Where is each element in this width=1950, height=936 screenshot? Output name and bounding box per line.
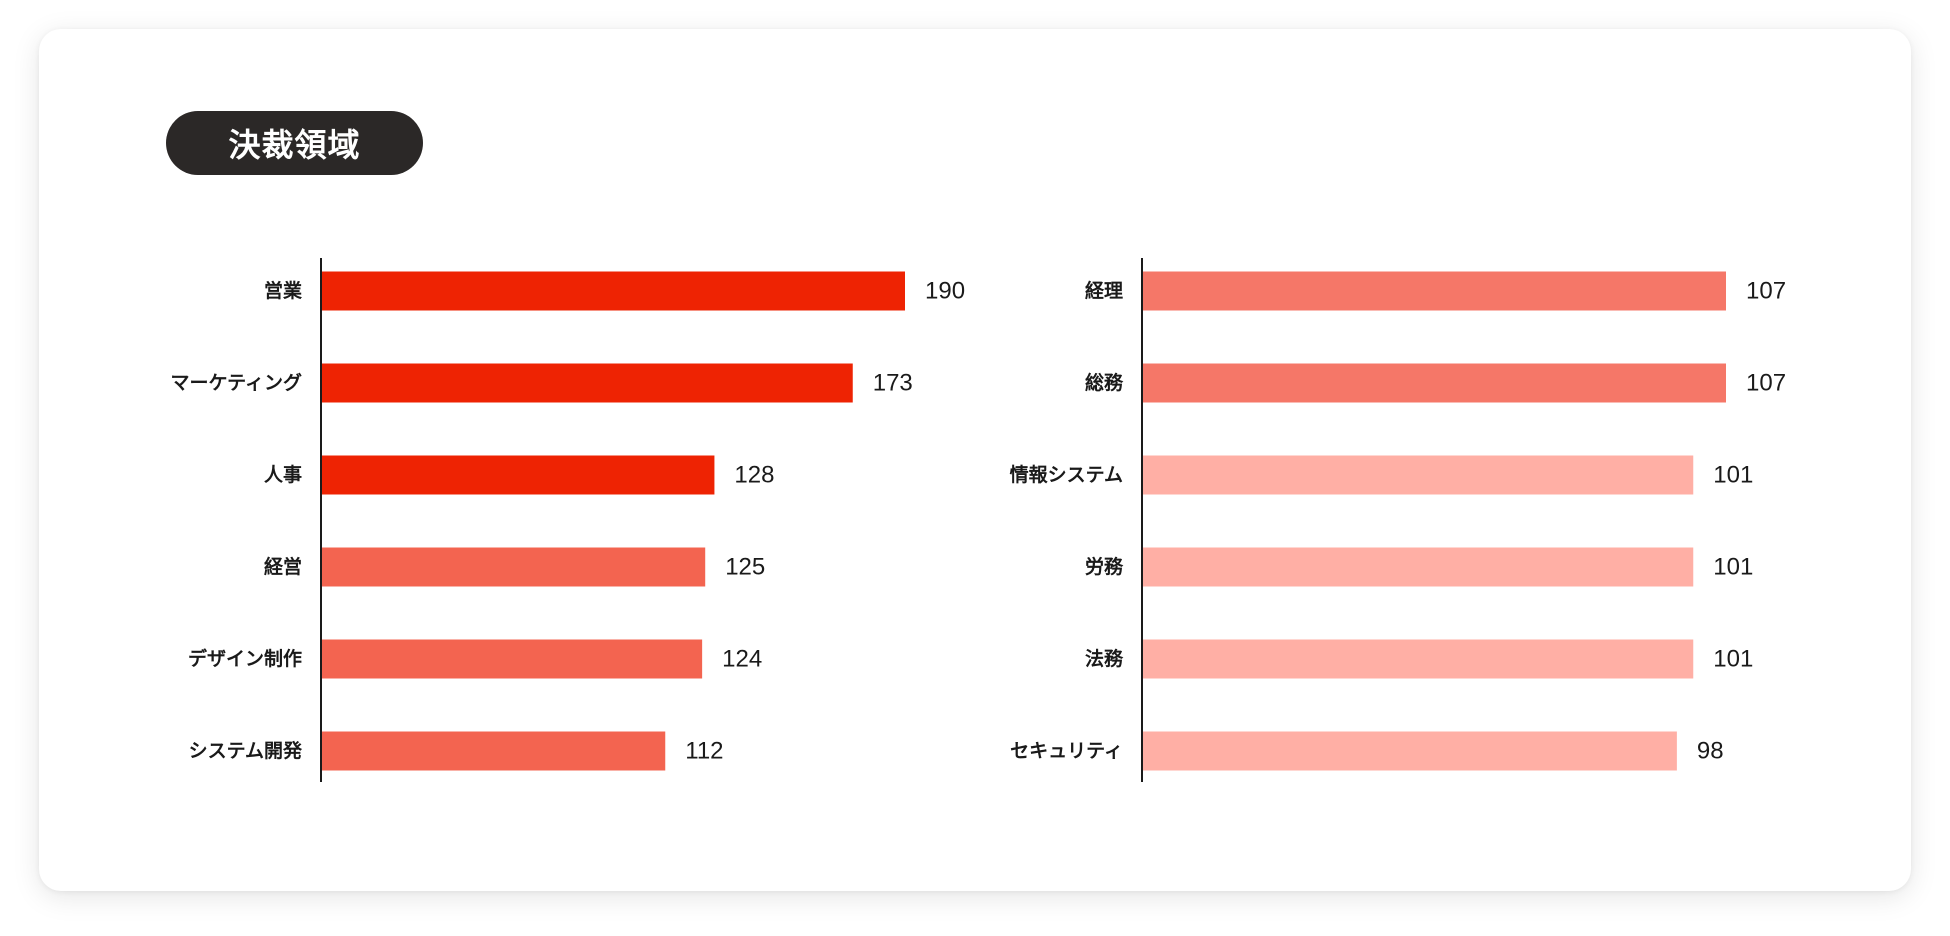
bar xyxy=(322,455,715,495)
value-label: 128 xyxy=(734,462,774,489)
bar xyxy=(322,639,703,679)
bar xyxy=(1143,271,1726,311)
category-label: 総務 xyxy=(1085,371,1124,394)
left-bar-chart: 営業 190 マーケティング 173 人事 128 経営 125 デザイン制作 124 システム開発… xyxy=(171,258,965,782)
value-label: 107 xyxy=(1746,278,1786,305)
value-label: 190 xyxy=(925,278,965,305)
bar xyxy=(322,271,905,311)
category-label: 経営 xyxy=(264,555,302,578)
bar xyxy=(1143,455,1694,495)
bar xyxy=(322,363,853,403)
category-label: 営業 xyxy=(264,279,303,302)
category-label: 法務 xyxy=(1085,647,1124,670)
category-label: デザイン制作 xyxy=(188,647,302,670)
value-label: 98 xyxy=(1697,738,1724,765)
value-label: 107 xyxy=(1746,370,1786,397)
bar xyxy=(322,731,666,771)
category-label: 経理 xyxy=(1085,279,1123,302)
category-label: 人事 xyxy=(264,463,302,486)
right-bar-chart: 経理 107 総務 107 情報システム 101 労務 101 法務 101 セキュリティ 98 xyxy=(1010,258,1786,782)
category-label: システム開発 xyxy=(189,739,303,762)
chart-title: 決裁領域 xyxy=(166,111,423,175)
value-label: 112 xyxy=(685,738,723,765)
bar xyxy=(1143,639,1694,679)
value-label: 173 xyxy=(873,370,913,397)
value-label: 101 xyxy=(1713,462,1753,489)
value-label: 125 xyxy=(725,554,765,581)
bar xyxy=(1143,363,1726,403)
category-label: セキュリティ xyxy=(1010,740,1123,762)
bar xyxy=(1143,731,1677,771)
category-label: 情報システム xyxy=(1010,463,1123,486)
category-label: マーケティング xyxy=(171,371,302,394)
bar xyxy=(1143,547,1694,587)
category-label: 労務 xyxy=(1085,555,1124,578)
bar xyxy=(322,547,706,587)
value-label: 101 xyxy=(1713,554,1753,581)
value-label: 101 xyxy=(1713,646,1753,673)
value-label: 124 xyxy=(722,646,762,673)
